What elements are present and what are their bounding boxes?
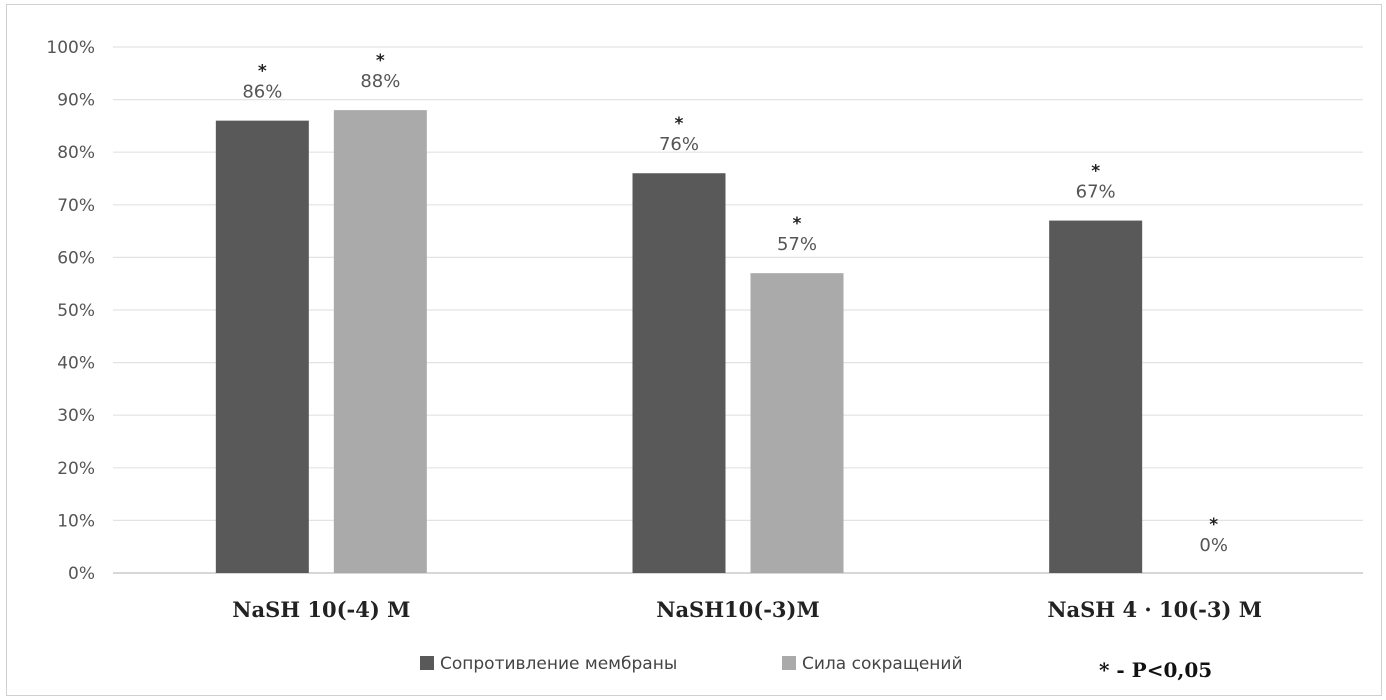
data-label: 57% xyxy=(777,234,817,255)
data-labels: 86%* 88%*76%*57%*67%*0%* xyxy=(242,51,1228,556)
legend-swatch-series-2 xyxy=(782,656,796,670)
legend-label-series-1: Сопротивление мембраны xyxy=(440,654,677,674)
significance-note: * - P<0,05 xyxy=(1099,658,1212,682)
legend-swatch-series-1 xyxy=(420,656,434,670)
x-category-label: NaSH 4 · 10(-3) M xyxy=(1047,597,1262,622)
data-label: 67% xyxy=(1076,182,1116,203)
x-axis-categories: NaSH 10(-4) M NaSH10(-3)M NaSH 4 · 10(-3) … xyxy=(232,597,1262,622)
chart-frame: 0% 10% 20% 30% 40% 50% 60% 70% 80% 90% 100% 86% * 88… xyxy=(6,4,1382,696)
bar xyxy=(1049,220,1143,573)
y-tick-label: 100% xyxy=(46,38,95,58)
x-category-label: NaSH 10(-4) M xyxy=(232,597,410,622)
data-label: 88% xyxy=(360,71,400,92)
significance-star: * xyxy=(675,114,684,134)
gridlines xyxy=(113,46,1363,574)
y-tick-label: 90% xyxy=(57,91,95,111)
y-axis-ticks: 0% 10% 20% 30% 40% 50% 60% 70% 80% 90% 100% xyxy=(46,38,95,584)
y-tick-label: 60% xyxy=(57,248,95,268)
data-label: 0% xyxy=(1199,535,1228,556)
bar xyxy=(215,120,309,573)
bar-chart: 0%10%20%30%40%50%60%70%80%90%100% 86%* 88… xyxy=(46,38,1363,682)
bar xyxy=(750,273,844,573)
data-label: 76% xyxy=(659,134,699,155)
significance-star: * xyxy=(1209,515,1218,535)
y-tick-label: 50% xyxy=(57,301,95,321)
significance-star: * xyxy=(793,214,802,234)
bars xyxy=(215,110,1143,574)
legend-label-series-2: Сила сокращений xyxy=(802,654,963,674)
legend: Сопротивление мембраны Сила сокращений xyxy=(420,654,963,674)
y-tick-label: 40% xyxy=(57,354,95,374)
y-tick-label: 10% xyxy=(57,511,95,531)
x-category-label: NaSH10(-3)M xyxy=(656,597,819,622)
significance-star: * xyxy=(258,62,267,82)
significance-star: * xyxy=(1091,162,1100,182)
y-tick-label: 0% xyxy=(68,564,95,584)
y-tick-label: 30% xyxy=(57,406,95,426)
y-tick-label: 80% xyxy=(57,143,95,163)
y-tick-label: 20% xyxy=(57,459,95,479)
bar xyxy=(333,110,427,574)
data-label: 86% xyxy=(242,82,282,103)
bar xyxy=(632,173,726,574)
y-tick-label: 70% xyxy=(57,196,95,216)
significance-star: * xyxy=(376,51,385,71)
